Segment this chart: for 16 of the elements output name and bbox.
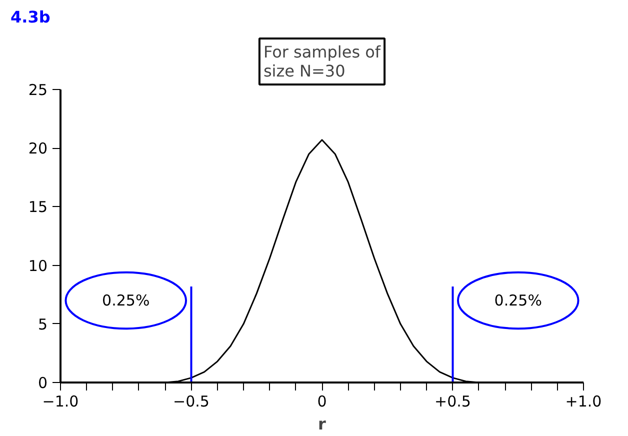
text: For samples of size N=30 [263, 42, 381, 80]
annotation: 0.25% [102, 291, 150, 310]
y-tick-label: 20 [28, 140, 48, 158]
y-tick-label: 15 [28, 198, 48, 216]
y-tick-label: 0 [38, 374, 48, 392]
x-tick-label: +0.5 [434, 392, 471, 410]
x-tick-label: +1.0 [565, 392, 602, 410]
annotation: 0.25% [494, 291, 542, 310]
x-tick-label: −1.0 [42, 392, 79, 410]
x-tick-label: 0 [317, 392, 327, 410]
y-tick-label: 10 [28, 256, 48, 275]
y-tick-label: 25 [28, 81, 48, 99]
chart-title: 4.3b [10, 8, 50, 26]
y-tick-label: 5 [38, 315, 48, 334]
x-tick-label: −0.5 [173, 392, 210, 410]
x-axis-title: r [318, 414, 326, 434]
